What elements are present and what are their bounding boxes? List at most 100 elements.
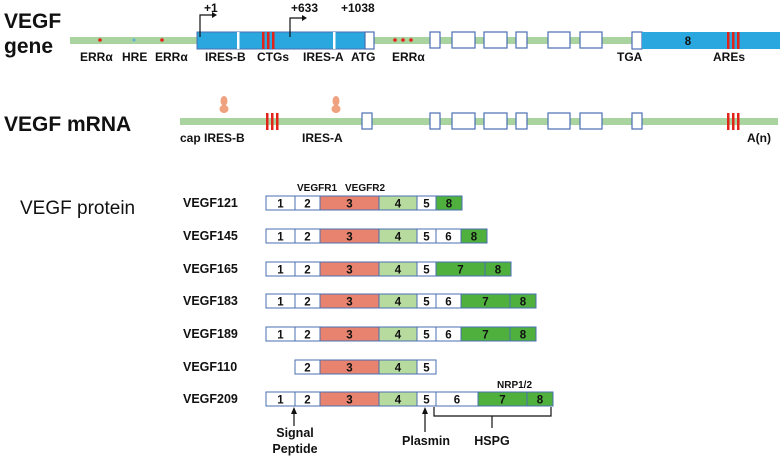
protein-exon-8 <box>509 293 537 309</box>
protein-exon-label: 1 <box>277 232 284 244</box>
tss-arrow-head <box>302 15 307 21</box>
protein-exon-label: 2 <box>304 395 310 407</box>
gene-label: ERRα <box>80 50 113 64</box>
gene-exon-3 <box>451 31 476 49</box>
gene-5utr-box <box>196 31 366 50</box>
mrna-backbone <box>180 118 778 125</box>
tga-box <box>631 31 643 50</box>
mrna-label: A(n) <box>747 131 771 145</box>
errα-site <box>393 38 397 42</box>
are-bars <box>727 113 730 130</box>
protein-exon-label: 2 <box>304 232 310 244</box>
ctg-bars <box>262 32 265 49</box>
protein-exon-label: 8 <box>537 395 544 407</box>
protein-exon-label: 5 <box>423 363 430 375</box>
mrna-exon-4 <box>483 112 508 130</box>
gene-exon-7 <box>579 31 603 49</box>
protein-exon-label: 4 <box>395 232 402 244</box>
are-bars <box>732 113 735 130</box>
are-bars <box>727 32 730 49</box>
protein-exon-label: 8 <box>520 297 527 309</box>
gene-exon-4 <box>483 31 508 49</box>
protein-exon-label: 4 <box>395 395 402 407</box>
gene-label: AREs <box>713 50 745 64</box>
gene-label: CTGs <box>257 50 289 64</box>
ribosome-icon <box>220 96 228 106</box>
are-bars <box>732 32 735 49</box>
are-bars <box>737 113 740 130</box>
protein-exon-label: 3 <box>346 363 352 375</box>
protein-exon-label: 3 <box>346 199 352 211</box>
protein-exon-label: 5 <box>423 265 430 277</box>
isoform-name: VEGF145 <box>183 229 238 243</box>
mrna-exon-6 <box>547 112 571 130</box>
annotation-label: HSPG <box>474 434 509 448</box>
protein-exon-label: 5 <box>423 199 430 211</box>
gene-exon-6 <box>547 31 571 49</box>
protein-exon-label: 8 <box>520 330 527 342</box>
protein-exon-label: 2 <box>304 297 310 309</box>
hre-site <box>132 38 136 42</box>
protein-exon-label: 1 <box>277 265 284 277</box>
tss-arrow-head <box>212 12 217 18</box>
protein-exon-label: 3 <box>346 265 352 277</box>
protein-exon-label: 2 <box>304 265 310 277</box>
ires-b-mark <box>237 32 240 49</box>
annotation-label: Plasmin <box>402 434 450 448</box>
protein-exon-label: 3 <box>346 330 352 342</box>
ires-a-mark <box>333 32 336 49</box>
ribosome-icon <box>331 105 341 113</box>
gene-label: IRES-A <box>303 50 344 64</box>
tss-arrow <box>289 17 302 37</box>
hspg-bracket <box>433 407 552 428</box>
isoform-name: VEGF183 <box>183 294 238 308</box>
are-bars <box>271 113 274 130</box>
protein-exon-label: 5 <box>423 395 430 407</box>
errα-site <box>401 38 405 42</box>
protein-exon-label: 8 <box>495 265 502 277</box>
protein-exon-5 <box>416 359 437 375</box>
atg-box <box>364 31 375 50</box>
protein-exon-label: 7 <box>482 330 488 342</box>
signal-arrow-head <box>291 407 297 414</box>
protein-exon-label: 1 <box>277 297 284 309</box>
protein-exon-label: 1 <box>277 199 284 211</box>
isoform-name: VEGF121 <box>183 196 238 210</box>
protein-exon-label: 2 <box>304 330 310 342</box>
isoform-name: VEGF209 <box>183 392 238 406</box>
gene-exon-8-box <box>642 32 780 49</box>
receptor-label: VEGFR1 <box>297 183 337 194</box>
receptor-label: VEGFR2 <box>345 183 385 194</box>
gene-exon-2 <box>429 31 441 49</box>
protein-exon-label: 4 <box>395 265 402 277</box>
gene-label: TGA <box>617 50 643 64</box>
isoform-name: VEGF110 <box>183 360 237 374</box>
protein-exon-label: 5 <box>423 330 430 342</box>
gene-label: HRE <box>122 50 147 64</box>
mrna-label: IRES-A <box>302 131 343 145</box>
mrna-title: VEGF mRNA <box>4 113 131 136</box>
receptor-label: NRP1/2 <box>497 380 532 391</box>
protein-exon-label: 8 <box>471 232 478 244</box>
protein-exon-label: 5 <box>423 232 430 244</box>
protein-exon-label: 7 <box>457 265 463 277</box>
ctg-bars <box>267 32 270 49</box>
protein-exon-label: 8 <box>446 199 453 211</box>
protein-exon-8 <box>460 228 488 244</box>
mrna-label: cap IRES-B <box>180 131 245 145</box>
ribosome-icon <box>332 96 340 106</box>
gene-label: ERRα <box>392 50 425 64</box>
protein-exon-label: 3 <box>346 297 352 309</box>
protein-exon-label: 3 <box>346 232 352 244</box>
protein-exon-label: 4 <box>395 363 402 375</box>
annotation-label: Peptide <box>272 442 317 456</box>
are-bars <box>276 113 279 130</box>
gene-exon-8-label: 8 <box>685 36 692 48</box>
protein-exon-label: 6 <box>445 297 451 309</box>
gene-backbone <box>70 37 780 44</box>
protein-exon-label: 6 <box>454 395 460 407</box>
gene-label: IRES-B <box>205 50 246 64</box>
protein-exon-8 <box>509 326 537 342</box>
